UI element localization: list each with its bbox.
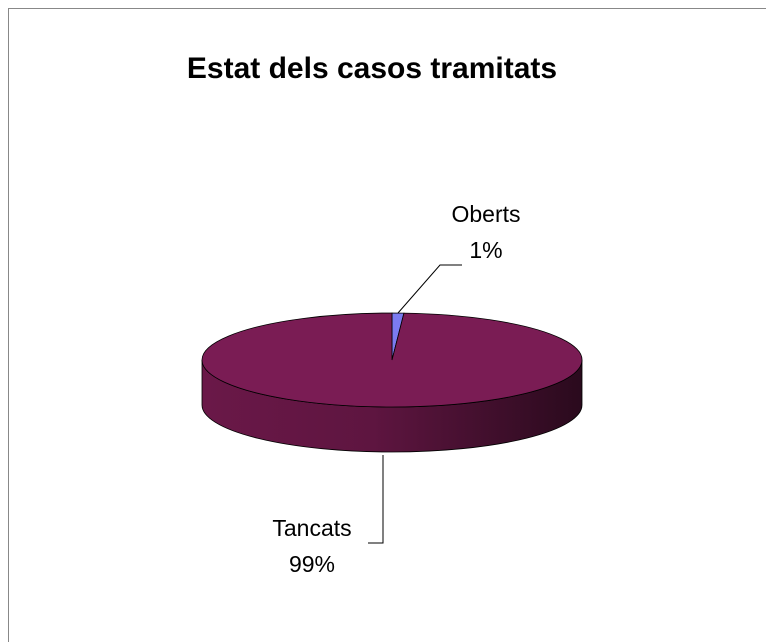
slice-value-label: 1% — [469, 237, 502, 263]
leader-line — [368, 455, 384, 544]
slice-label: Tancats — [272, 515, 351, 541]
pie-slice — [201, 312, 583, 408]
slice-value-label: 99% — [289, 551, 335, 577]
chart-title: Estat dels casos tramitats — [187, 52, 557, 85]
slice-label: Oberts — [451, 201, 520, 227]
leader-line — [397, 264, 462, 314]
